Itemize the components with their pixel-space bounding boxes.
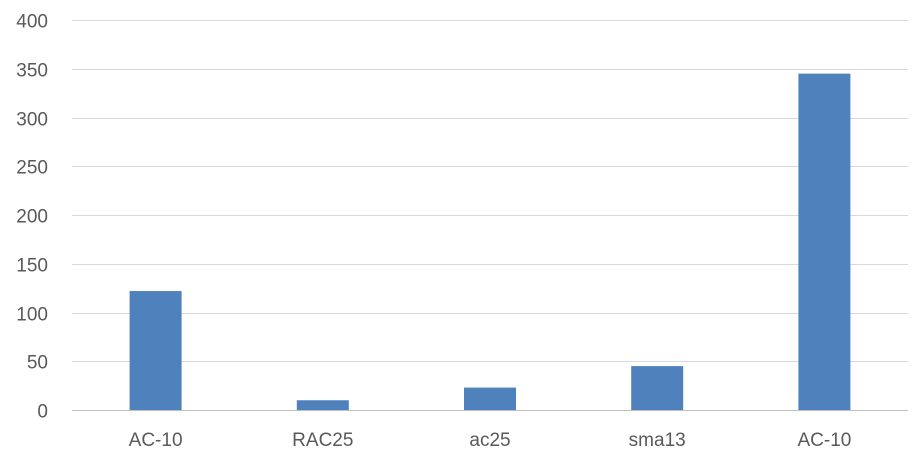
x-tick-label-3: sma13 [629,430,686,451]
y-tick-label-150: 150 [16,256,48,277]
bar-3 [631,366,684,410]
y-tick-label-250: 250 [16,158,48,179]
bar-1 [296,400,349,410]
gridlines [72,20,908,362]
x-tick-label-0: AC-10 [129,430,183,451]
y-tick-label-350: 350 [16,61,48,82]
y-tick-label-0: 0 [37,402,48,423]
y-tick-label-300: 300 [16,110,48,131]
bar-2 [464,387,516,410]
y-tick-label-400: 400 [16,12,48,33]
y-tick-labels: 0 50 100 150 200 250 300 350 400 [16,12,48,423]
bars [129,73,851,410]
x-tick-labels: AC-10 RAC25 ac25 sma13 AC-10 [129,430,852,451]
bar-0 [129,291,182,410]
bar-4 [798,73,851,410]
x-tick-label-1: RAC25 [292,430,353,451]
y-tick-label-100: 100 [16,305,48,326]
x-tick-label-2: ac25 [469,430,510,451]
x-tick-label-4: AC-10 [797,430,851,451]
y-tick-label-50: 50 [27,353,48,374]
y-tick-label-200: 200 [16,207,48,228]
